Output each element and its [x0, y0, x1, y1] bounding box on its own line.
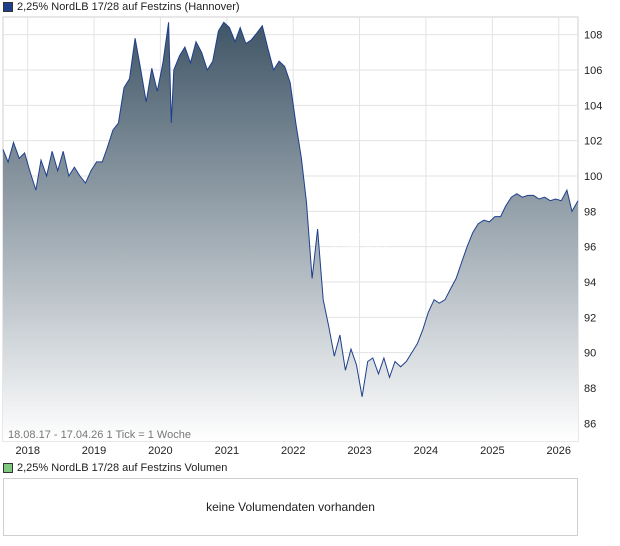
volume-empty-message: keine Volumendaten vorhanden	[206, 500, 375, 514]
x-tick-label: 2026	[546, 445, 570, 457]
price-legend: 2,25% NordLB 17/28 auf Festzins (Hannove…	[3, 0, 240, 14]
price-line	[2, 21, 579, 397]
x-tick-label: 2023	[347, 445, 371, 457]
y-tick-label: 108	[584, 30, 602, 42]
volume-panel: keine Volumendaten vorhanden	[3, 478, 578, 536]
price-area	[3, 22, 578, 442]
x-tick-label: 2020	[148, 445, 172, 457]
y-tick-label: 98	[584, 206, 596, 218]
volume-legend-label: 2,25% NordLB 17/28 auf Festzins Volumen	[17, 462, 228, 474]
price-legend-swatch	[3, 2, 13, 12]
y-axis: 86 88 90 92 94 96 98 100 102 104 106 108	[584, 30, 602, 431]
x-tick-label: 2024	[414, 445, 438, 457]
y-tick-label: 100	[584, 171, 602, 183]
y-tick-label: 102	[584, 136, 602, 148]
x-tick-label: 2021	[215, 445, 239, 457]
y-tick-label: 86	[584, 418, 596, 430]
y-tick-label: 90	[584, 348, 596, 360]
volume-legend: 2,25% NordLB 17/28 auf Festzins Volumen	[3, 461, 227, 475]
y-tick-label: 92	[584, 312, 596, 324]
price-legend-label: 2,25% NordLB 17/28 auf Festzins (Hannove…	[17, 1, 240, 13]
x-axis: 2018 2019 2020 2021 2022 2023 2024 2025 2026	[15, 445, 571, 457]
y-tick-label: 106	[584, 65, 602, 77]
y-tick-label: 88	[584, 383, 596, 395]
price-chart: HECK 18.08.17 - 17.04.26 1 Tick = 1 Woch…	[2, 16, 602, 457]
x-tick-label: 2025	[480, 445, 504, 457]
volume-legend-swatch	[3, 463, 13, 473]
x-tick-label: 2022	[281, 445, 305, 457]
y-tick-label: 94	[584, 277, 596, 289]
y-tick-label: 104	[584, 100, 602, 112]
y-tick-label: 96	[584, 242, 596, 254]
chart-info: 18.08.17 - 17.04.26 1 Tick = 1 Woche	[8, 429, 191, 441]
x-tick-label: 2018	[15, 445, 39, 457]
watermark: HECK	[333, 230, 391, 252]
x-tick-label: 2019	[82, 445, 106, 457]
